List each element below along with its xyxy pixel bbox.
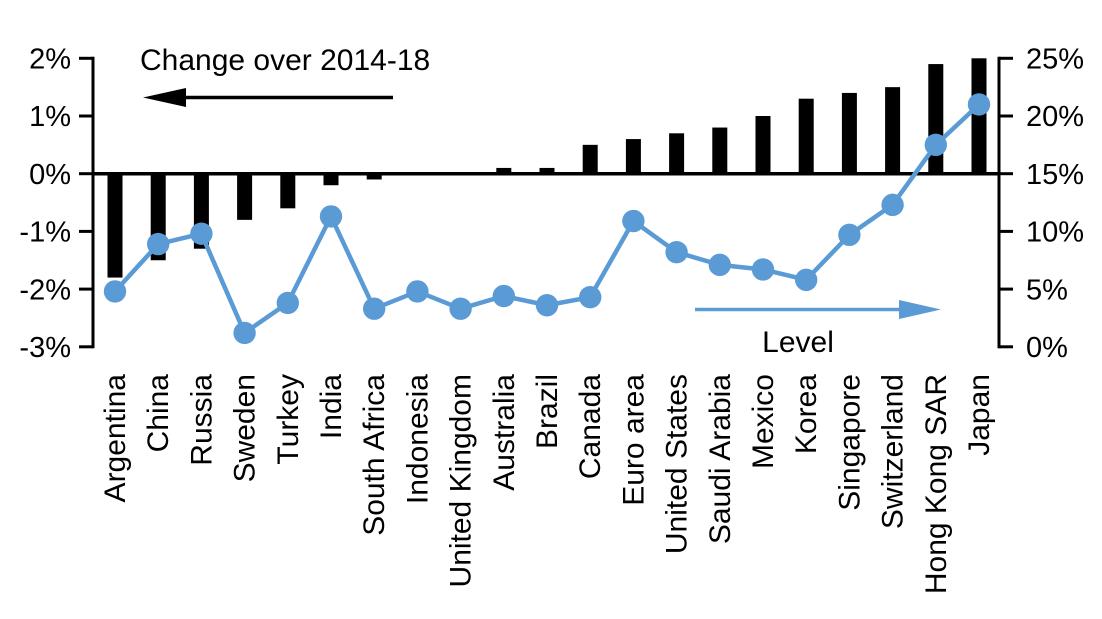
right-axis-tick-label: 0% xyxy=(1026,332,1068,364)
dot-turkey xyxy=(276,291,299,315)
bar-brazil xyxy=(539,167,555,174)
dot-indonesia xyxy=(406,280,429,303)
x-axis-label-hong-kong-sar: Hong Kong SAR xyxy=(920,374,953,594)
dot-saudi-arabia xyxy=(708,253,731,277)
dot-canada xyxy=(579,285,602,309)
right-axis-tick-label: 20% xyxy=(1026,101,1084,133)
dot-united-states xyxy=(665,240,688,264)
left-axis-tick-label: 1% xyxy=(29,101,71,133)
x-axis-label-japan: Japan xyxy=(963,374,996,456)
right-axis-tick-label: 25% xyxy=(1026,43,1084,75)
x-axis-label-brazil: Brazil xyxy=(531,374,564,449)
bar-turkey xyxy=(280,173,296,209)
x-axis-label-china: China xyxy=(142,374,175,453)
bar-arrow-head xyxy=(143,88,186,107)
left-axis-tick-label: -1% xyxy=(19,217,71,249)
right-axis-tick-label: 10% xyxy=(1026,217,1084,249)
bar-hong-kong-sar xyxy=(928,64,944,174)
x-axis-label-united-states: United States xyxy=(661,374,694,554)
dot-japan xyxy=(967,93,991,116)
bar-switzerland xyxy=(885,87,901,174)
x-axis-label-korea: Korea xyxy=(790,374,823,454)
dot-mexico xyxy=(751,258,775,281)
x-axis-label-india: India xyxy=(315,374,348,439)
left-axis-tick-label: -3% xyxy=(19,332,71,364)
bar-series-label: Change over 2014-18 xyxy=(140,44,430,77)
line-arrow-head xyxy=(899,300,941,319)
line-series-label: Level xyxy=(762,326,834,359)
dot-korea xyxy=(795,268,818,292)
bar-argentina xyxy=(107,173,123,278)
x-axis-label-south-africa: South Africa xyxy=(358,374,391,536)
bar-south-africa xyxy=(366,173,382,180)
dot-sweden xyxy=(233,321,256,345)
x-axis-label-canada: Canada xyxy=(574,374,607,479)
bar-mexico xyxy=(755,116,771,174)
dot-brazil xyxy=(535,294,559,317)
x-axis-label-mexico: Mexico xyxy=(747,374,780,469)
dot-australia xyxy=(492,284,515,308)
dot-switzerland xyxy=(881,193,904,217)
dot-india xyxy=(319,205,343,228)
x-axis-label-indonesia: Indonesia xyxy=(401,374,434,504)
x-axis-label-euro-area: Euro area xyxy=(617,374,650,506)
bar-series-arrow-left xyxy=(143,88,393,107)
bar-india xyxy=(323,173,339,186)
left-axis-tick-label: -2% xyxy=(19,274,71,306)
right-axis-tick-label: 15% xyxy=(1026,159,1084,191)
bar-canada xyxy=(582,144,598,174)
x-axis-label-singapore: Singapore xyxy=(833,374,866,511)
x-axis-label-argentina: Argentina xyxy=(99,374,132,503)
bar-korea xyxy=(798,98,814,174)
bar-singapore xyxy=(841,92,857,174)
dot-singapore xyxy=(838,223,861,247)
left-axis-tick-label: 2% xyxy=(29,43,71,75)
line-series-arrow-right xyxy=(695,300,941,319)
x-axis-label-saudi-arabia: Saudi Arabia xyxy=(704,374,737,544)
x-axis-label-russia: Russia xyxy=(185,374,218,466)
bar-saudi-arabia xyxy=(712,127,728,174)
bar-japan xyxy=(971,58,987,174)
x-axis-label-turkey: Turkey xyxy=(272,374,305,465)
dot-south-africa xyxy=(363,297,386,320)
dot-euro-area xyxy=(622,209,645,233)
dot-united-kingdom xyxy=(449,297,472,320)
bar-australia xyxy=(496,167,512,174)
bar-euro-area xyxy=(625,139,641,174)
bar-sweden xyxy=(237,173,253,220)
left-axis-tick-label: 0% xyxy=(29,159,71,191)
x-axis-label-australia: Australia xyxy=(488,374,521,491)
dot-argentina xyxy=(103,280,127,303)
bar-united-states xyxy=(669,133,685,174)
x-axis-label-sweden: Sweden xyxy=(229,374,262,482)
dot-russia xyxy=(190,222,213,245)
dot-china xyxy=(147,232,170,256)
x-axis-label-switzerland: Switzerland xyxy=(877,374,910,529)
x-axis-label-united-kingdom: United Kingdom xyxy=(445,374,478,587)
dot-hong-kong-sar xyxy=(924,133,947,157)
right-axis-tick-label: 5% xyxy=(1026,274,1068,306)
